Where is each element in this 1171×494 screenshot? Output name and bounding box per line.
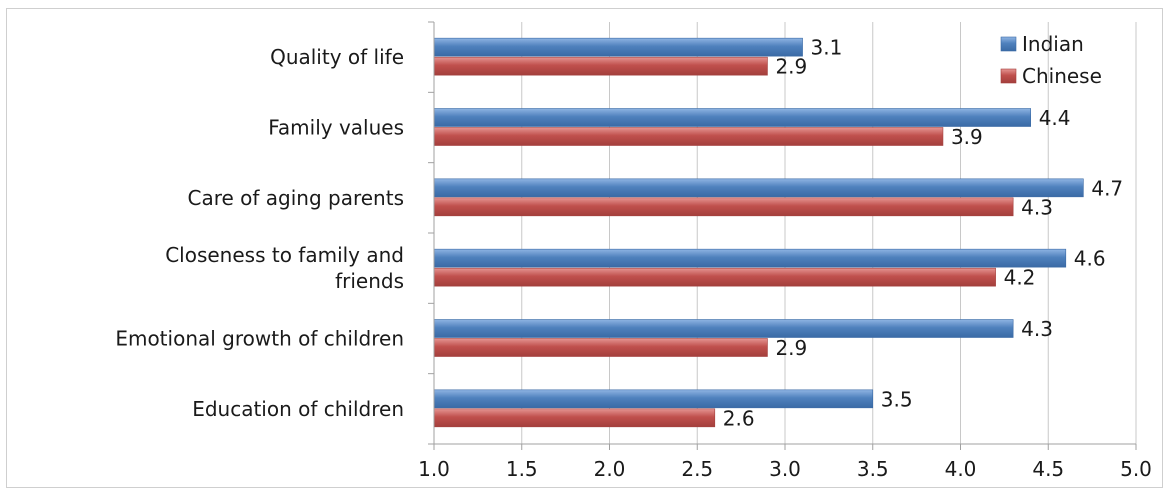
category-label: Quality of life [270, 45, 404, 69]
bars [433, 37, 1084, 428]
bar-indian [433, 37, 803, 57]
data-label: 4.6 [1074, 247, 1106, 271]
category-label-line: Closeness to family and [165, 243, 404, 267]
category-label: Education of children [192, 397, 404, 421]
legend: Indian Chinese [1000, 32, 1102, 88]
x-tick-label: 4.0 [945, 457, 977, 481]
category-label: Care of aging parents [187, 186, 404, 210]
bar-indian [433, 319, 1014, 338]
bar-indian [433, 248, 1067, 268]
category-label: Family values [268, 116, 404, 140]
data-label: 2.9 [775, 55, 807, 79]
labels: 1.0 1.5 2.0 2.5 3.0 3.5 4.0 4.5 5.03.12.9Quality… [115, 36, 1152, 481]
data-label: 4.3 [1021, 317, 1053, 341]
x-tick-label: 4.5 [1032, 457, 1064, 481]
bar-chinese [433, 408, 716, 428]
bar-indian [433, 178, 1084, 198]
bar-chinese [433, 267, 996, 287]
bar-chinese [433, 56, 768, 76]
data-label: 4.3 [1021, 195, 1053, 219]
legend-label-indian: Indian [1022, 32, 1084, 56]
x-tick-label: 5.0 [1120, 457, 1152, 481]
category-label-line: Education of children [192, 397, 404, 421]
data-label: 3.5 [881, 387, 913, 411]
data-label: 2.6 [723, 406, 755, 430]
data-label: 4.2 [1004, 266, 1036, 290]
x-tick-label: 2.5 [681, 457, 713, 481]
x-tick-label: 2.0 [594, 457, 626, 481]
bar-indian [433, 389, 874, 409]
bar-chinese [433, 197, 1014, 217]
data-label: 3.9 [951, 125, 983, 149]
category-label-line: Family values [268, 116, 404, 140]
bar-chinese [433, 338, 768, 357]
legend-label-chinese: Chinese [1022, 64, 1102, 88]
category-label-line: Care of aging parents [187, 186, 404, 210]
category-label-line: Quality of life [270, 45, 404, 69]
category-label-line: friends [335, 269, 404, 293]
bar-indian [433, 108, 1032, 127]
legend-swatch-indian [1000, 36, 1017, 52]
legend-swatch-chinese [1000, 68, 1017, 84]
data-label: 4.7 [1091, 176, 1123, 200]
data-label: 3.1 [811, 36, 843, 60]
bar-chinese [433, 127, 944, 146]
data-label: 4.4 [1039, 106, 1071, 130]
category-label: Emotional growth of children [115, 327, 404, 351]
x-tick-label: 1.5 [506, 457, 538, 481]
gridlines [521, 22, 1137, 444]
x-tick-label: 3.0 [769, 457, 801, 481]
axes [428, 21, 1137, 450]
x-tick-label: 3.5 [857, 457, 889, 481]
x-tick-label: 1.0 [418, 457, 450, 481]
category-label-line: Emotional growth of children [115, 327, 404, 351]
data-label: 2.9 [775, 336, 807, 360]
category-label: Closeness to family and friends [165, 243, 404, 293]
